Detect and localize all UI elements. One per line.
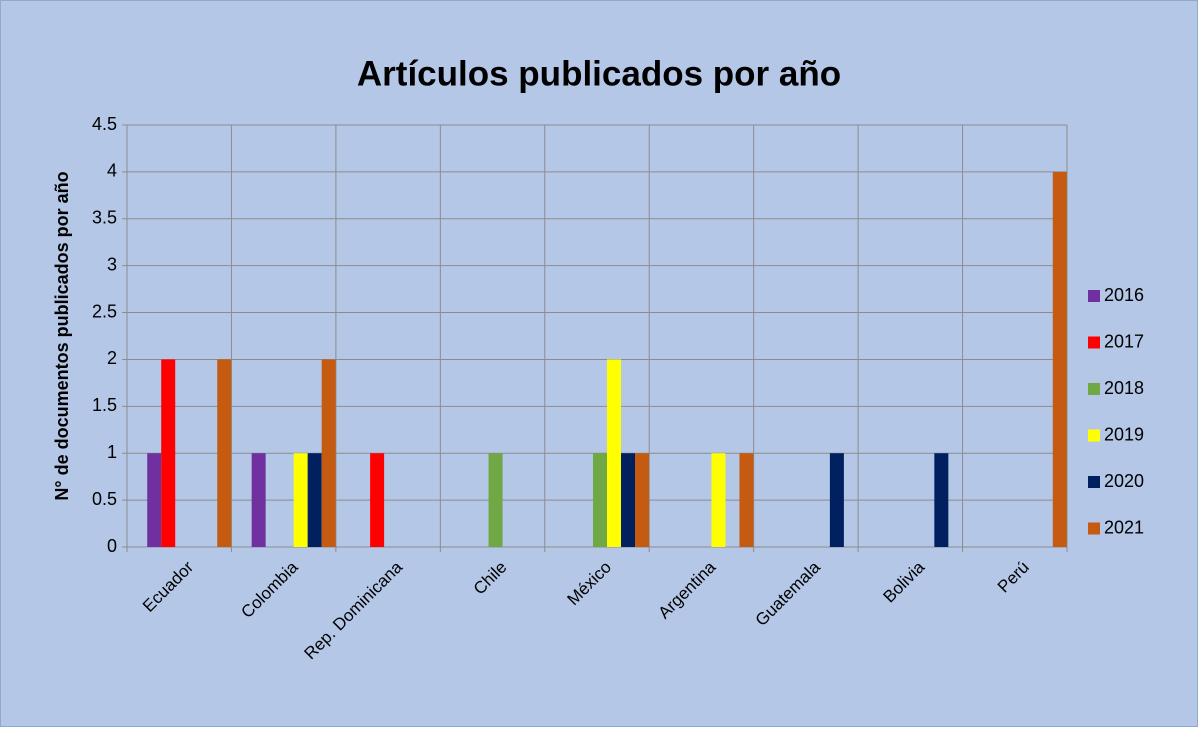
y-tick-label: 0.5 <box>92 489 117 509</box>
y-tick-label: 0 <box>107 536 117 556</box>
legend-label: 2016 <box>1104 285 1144 305</box>
bar <box>593 453 607 547</box>
legend-swatch <box>1088 383 1100 395</box>
legend-label: 2019 <box>1104 424 1144 444</box>
bar <box>251 453 266 547</box>
legend-swatch <box>1088 336 1100 349</box>
y-axis-label: N° de documentos publicados por año <box>52 171 72 500</box>
legend-label: 2020 <box>1104 471 1144 491</box>
y-tick-label: 2 <box>107 348 117 368</box>
bar <box>217 359 232 547</box>
bar <box>1052 171 1067 547</box>
bar <box>147 453 162 547</box>
legend-label: 2017 <box>1104 331 1144 351</box>
y-tick-label: 1.5 <box>92 395 117 415</box>
y-tick-label: 4.5 <box>92 114 117 134</box>
y-tick-label: 1 <box>107 442 117 462</box>
bar <box>934 453 949 547</box>
bar <box>621 453 635 547</box>
bar <box>711 453 726 547</box>
bar <box>321 359 336 547</box>
legend-label: 2018 <box>1104 378 1144 398</box>
legend-label: 2021 <box>1104 517 1144 537</box>
bar <box>161 359 176 547</box>
bar <box>370 453 385 547</box>
y-tick-label: 2.5 <box>92 301 117 321</box>
y-tick-label: 3 <box>107 254 117 274</box>
bar <box>293 453 308 547</box>
chart-title: Artículos publicados por año <box>357 54 841 93</box>
bar <box>307 453 322 547</box>
legend-swatch <box>1088 429 1100 442</box>
legend-swatch <box>1088 290 1100 302</box>
bar <box>635 453 649 547</box>
bar <box>829 453 844 547</box>
bar <box>488 453 503 547</box>
legend-swatch <box>1088 476 1100 488</box>
y-tick-label: 4 <box>107 161 117 181</box>
y-tick-label: 3.5 <box>92 208 117 228</box>
bar <box>607 359 621 547</box>
legend-swatch <box>1088 522 1100 535</box>
bar <box>739 453 754 547</box>
